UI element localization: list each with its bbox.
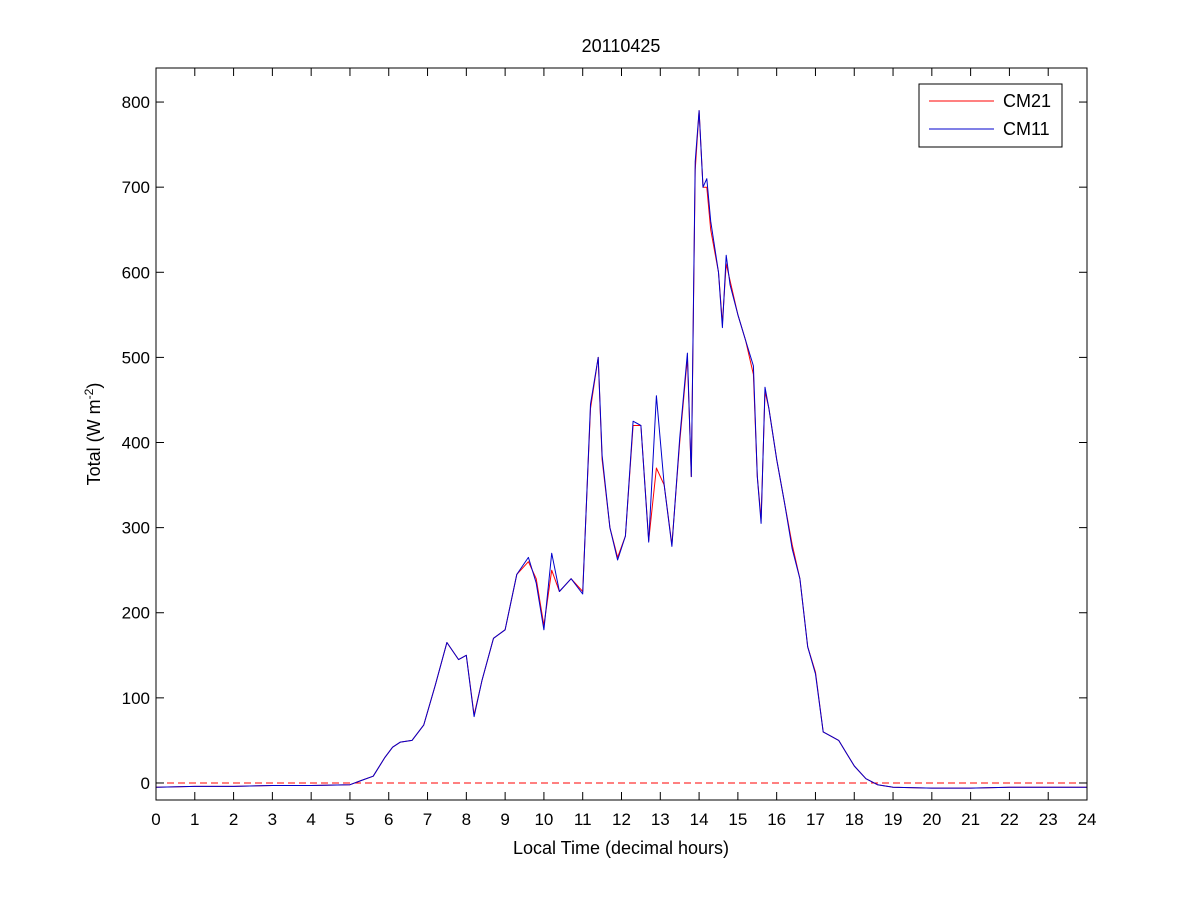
legend: CM21 CM11 [918,83,1063,148]
y-axis-label: Total (W m-2) [82,383,104,486]
x-tick-label: 21 [961,810,980,829]
y-tick-label: 700 [122,178,150,197]
y-axis-label-superscript: -2 [82,388,96,399]
y-axis-label-suffix: ) [84,383,104,389]
x-tick-label: 13 [651,810,670,829]
x-tick-label: 3 [268,810,277,829]
x-tick-label: 15 [728,810,747,829]
y-tick-label: 300 [122,519,150,538]
x-tick-label: 12 [612,810,631,829]
x-tick-label: 9 [500,810,509,829]
y-tick-label: 200 [122,604,150,623]
x-tick-label: 11 [574,810,592,829]
y-tick-label: 600 [122,263,150,282]
chart-title: 20110425 [582,36,661,56]
x-tick-label: 16 [767,810,786,829]
y-tick-label: 100 [122,689,150,708]
x-tick-label: 5 [345,810,354,829]
x-tick-label: 20 [922,810,941,829]
legend-box [918,83,1063,148]
x-tick-label: 6 [384,810,393,829]
y-tick-label: 0 [141,774,150,793]
x-tick-label: 0 [151,810,160,829]
x-tick-label: 1 [190,810,199,829]
x-tick-label: 7 [423,810,432,829]
legend-label-cm21: CM21 [1003,91,1051,111]
x-tick-label: 23 [1039,810,1058,829]
x-tick-label: 4 [306,810,315,829]
x-tick-label: 14 [690,810,709,829]
legend-label-cm11: CM11 [1003,119,1050,139]
y-tick-label: 800 [122,93,150,112]
x-tick-label: 19 [884,810,903,829]
x-tick-label: 17 [806,810,825,829]
y-axis-label-main: Total (W m [84,399,104,485]
plot-area: 0 1 2 3 4 5 6 7 8 9 10 11 12 13 14 15 16 17 18 19 20 21 22 23 24… [122,67,1097,829]
y-tick-label: 400 [122,434,150,453]
x-tick-label: 24 [1078,810,1097,829]
x-tick-label: 8 [462,810,471,829]
x-axis-label: Local Time (decimal hours) [513,838,729,858]
x-tick-label: 10 [534,810,553,829]
x-tick-label: 2 [229,810,238,829]
y-tick-label: 500 [122,348,150,367]
series-line-cm11 [155,110,1087,789]
x-tick-label: 18 [845,810,864,829]
x-tick-label: 22 [1000,810,1019,829]
